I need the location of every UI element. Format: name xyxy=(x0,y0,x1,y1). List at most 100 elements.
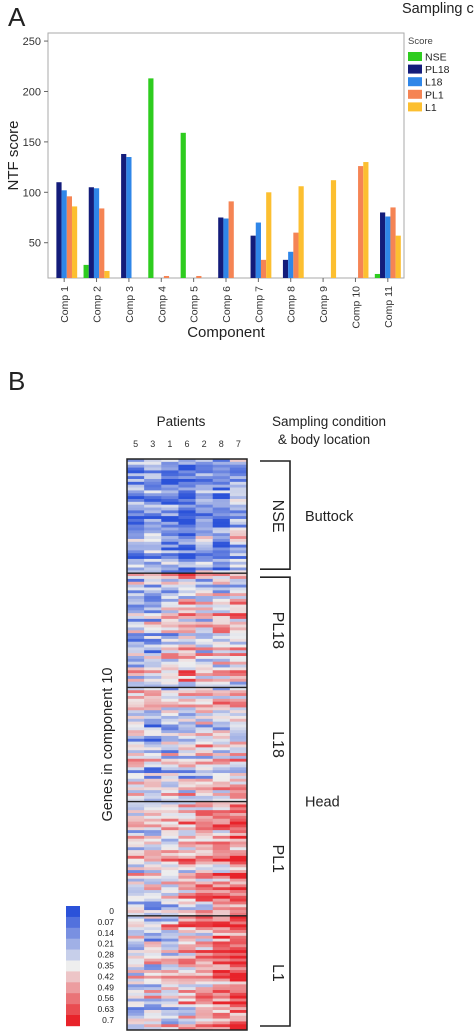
heatmap-cell xyxy=(195,972,214,977)
heatmap-cell xyxy=(144,570,162,574)
heatmap-cell xyxy=(195,601,214,605)
heatmap-cell xyxy=(161,904,179,908)
heatmap-cell xyxy=(229,855,248,859)
heatmap-cell xyxy=(161,952,179,957)
heatmap-cell xyxy=(229,675,248,680)
heatmap-cell xyxy=(212,510,231,514)
heatmap-cell xyxy=(161,541,179,545)
heatmap-cell xyxy=(144,613,162,617)
bar-pl18 xyxy=(56,182,62,278)
heatmap-cell xyxy=(178,741,196,745)
heatmap-cell xyxy=(127,907,145,911)
heatmap-cell xyxy=(144,650,162,654)
heatmap-cell xyxy=(127,961,145,965)
heatmap-cell xyxy=(229,890,248,894)
heatmap-cell xyxy=(212,821,231,825)
heatmap-cell xyxy=(229,955,248,959)
heatmap-cell xyxy=(178,927,196,931)
heatmap-cell xyxy=(178,695,196,700)
heatmap-cell xyxy=(212,533,231,537)
heatmap-cell xyxy=(161,670,179,674)
heatmap-cell xyxy=(229,1004,248,1008)
heatmap-cell xyxy=(229,1021,248,1025)
colorbar-segment xyxy=(66,938,80,950)
heatmap-cell xyxy=(178,713,196,717)
heatmap-cell xyxy=(212,981,231,985)
heatmap-cell xyxy=(127,587,145,591)
heatmap-cell xyxy=(229,467,248,471)
heatmap-cell xyxy=(161,724,179,728)
heatmap-cell xyxy=(212,793,231,797)
heatmap-cell xyxy=(161,584,179,588)
heatmap-cell xyxy=(178,998,196,1002)
bar-l18 xyxy=(385,216,391,278)
heatmap-cell xyxy=(144,1010,162,1014)
heatmap-cell xyxy=(229,813,248,817)
heatmap-cell xyxy=(212,838,231,842)
heatmap-cell xyxy=(195,810,214,814)
heatmap-cell xyxy=(144,821,162,825)
heatmap-cell xyxy=(195,790,214,794)
heatmap-cell xyxy=(212,524,231,528)
heatmap-cell xyxy=(127,504,145,508)
heatmap-cell xyxy=(178,1004,196,1008)
heatmap-cell xyxy=(144,838,162,842)
heatmap-cell xyxy=(178,647,196,651)
heatmap-cell xyxy=(161,958,179,962)
heatmap-cell xyxy=(195,964,214,968)
heatmap-cell xyxy=(144,795,162,800)
heatmap-cell xyxy=(161,536,179,540)
panel-a-letter: A xyxy=(8,2,26,32)
heatmap-cell xyxy=(144,573,162,577)
heatmap-cell xyxy=(127,773,145,777)
heatmap-cell xyxy=(144,835,162,840)
heatmap-cell xyxy=(212,624,231,628)
heatmap-cell xyxy=(161,798,179,802)
heatmap-cell xyxy=(178,975,196,979)
heatmap-cell xyxy=(212,764,231,768)
heatmap-cell xyxy=(144,870,162,874)
heatmap-cell xyxy=(161,738,179,742)
heatmap-cell xyxy=(178,795,196,800)
heatmap-cell xyxy=(178,459,196,463)
heatmap-cell xyxy=(161,476,179,480)
heatmap-cell xyxy=(229,687,248,691)
heatmap-cell xyxy=(144,881,162,885)
heatmap-cell xyxy=(127,947,145,951)
bar-l1 xyxy=(266,192,272,278)
heatmap-cell xyxy=(212,461,231,466)
heatmap-cell xyxy=(229,504,248,508)
heatmap-cell xyxy=(127,838,145,842)
heatmap-cell xyxy=(144,644,162,648)
condition-label-pl1: PL1 xyxy=(269,844,286,873)
heatmap-cell xyxy=(229,898,248,902)
heatmap-cell xyxy=(127,787,145,791)
heatmap-cell xyxy=(144,593,162,597)
heatmap-cell xyxy=(212,590,231,594)
heatmap-cell xyxy=(161,735,179,740)
heatmap-cell xyxy=(212,667,231,671)
heatmap-cell xyxy=(212,576,231,580)
heatmap-cell xyxy=(229,573,248,577)
heatmap-cell xyxy=(127,644,145,648)
heatmap-cell xyxy=(178,861,196,865)
heatmap-cell xyxy=(229,693,248,697)
legend-label-nse: NSE xyxy=(425,52,447,64)
heatmap-cell xyxy=(195,587,214,591)
heatmap-cell xyxy=(144,498,162,503)
heatmap-cell xyxy=(178,744,196,748)
heatmap-cell xyxy=(212,616,231,620)
heatmap-cell xyxy=(195,1012,214,1017)
heatmap-cell xyxy=(229,690,248,694)
heatmap-cell xyxy=(144,912,162,917)
heatmap-cell xyxy=(144,784,162,788)
heatmap-cell xyxy=(229,750,248,754)
heatmap-cell xyxy=(195,761,214,765)
heatmap-cell xyxy=(195,855,214,859)
heatmap-cell xyxy=(161,793,179,797)
heatmap-cell xyxy=(178,1027,196,1031)
heatmap-cell xyxy=(161,907,179,911)
heatmap-cell xyxy=(144,698,162,702)
colorbar-segment xyxy=(66,1015,80,1027)
heatmap-cell xyxy=(195,867,214,871)
